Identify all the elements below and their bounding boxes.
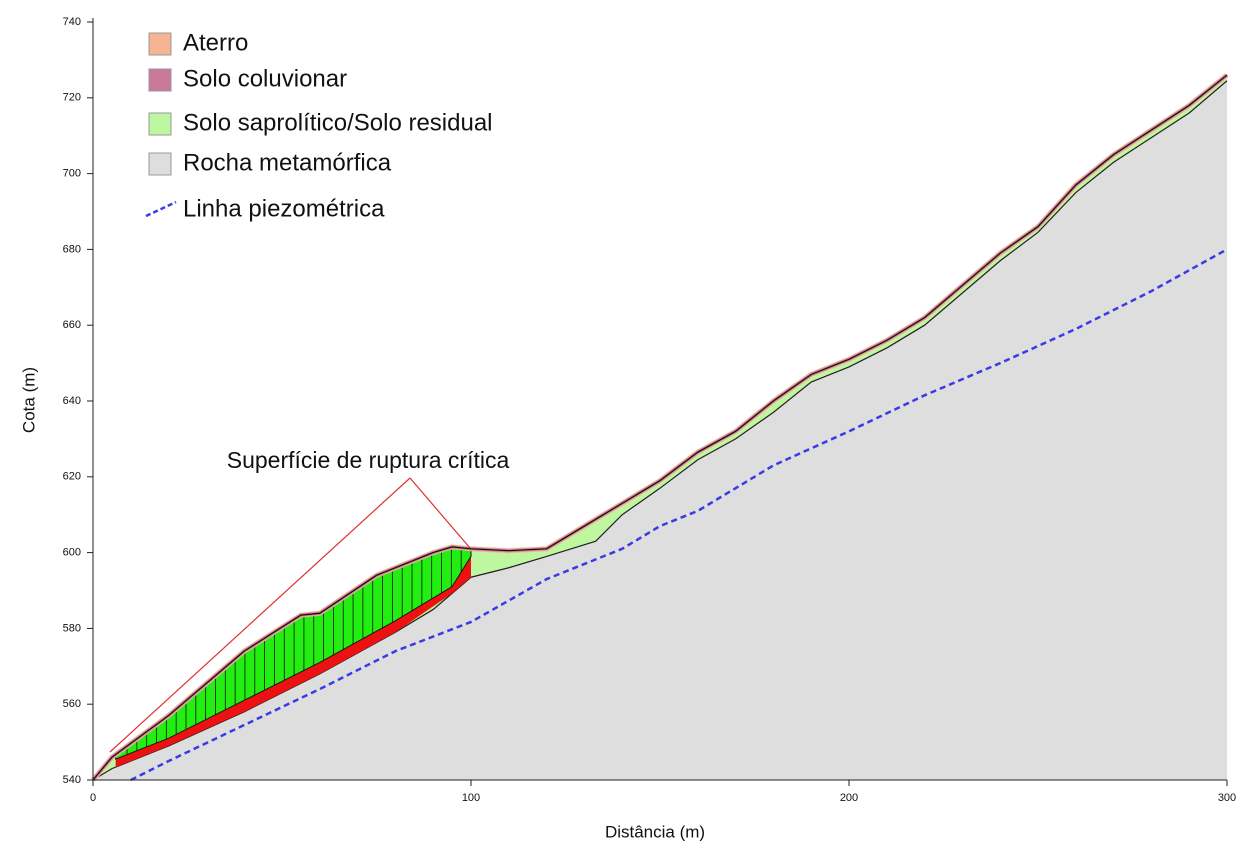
- chart: Superfície de ruptura crítica Distância …: [0, 0, 1241, 845]
- y-axis-label: Cota (m): [19, 367, 38, 433]
- y-tick-label: 620: [63, 471, 81, 483]
- legend-label: Aterro: [183, 29, 248, 56]
- x-tick-label: 0: [90, 792, 96, 804]
- legend-label: Solo coluvionar: [183, 65, 347, 92]
- x-axis-label: Distância (m): [605, 822, 705, 841]
- legend-swatch: [149, 113, 171, 135]
- y-tick-label: 560: [63, 698, 81, 710]
- y-tick-label: 720: [63, 92, 81, 104]
- legend-label: Rocha metamórfica: [183, 149, 392, 176]
- y-tick-label: 580: [63, 622, 81, 634]
- y-tick-label: 680: [63, 243, 81, 255]
- annotation-leader: [410, 478, 470, 548]
- y-tick-label: 540: [63, 774, 81, 786]
- y-tick-label: 640: [63, 395, 81, 407]
- y-tick-label: 740: [63, 16, 81, 28]
- x-tick-label: 300: [1218, 792, 1236, 804]
- legend-swatch: [149, 69, 171, 91]
- legend-swatch: [146, 202, 176, 216]
- legend-label: Linha piezométrica: [183, 195, 385, 222]
- annotation: Superfície de ruptura crítica: [227, 447, 510, 473]
- legend-swatch: [149, 153, 171, 175]
- x-tick-label: 200: [840, 792, 858, 804]
- y-tick-label: 700: [63, 168, 81, 180]
- legend-label: Solo saprolítico/Solo residual: [183, 109, 493, 136]
- plot-area: [93, 75, 1227, 780]
- x-tick-label: 100: [462, 792, 480, 804]
- legend-swatch: [149, 33, 171, 55]
- y-tick-label: 660: [63, 319, 81, 331]
- y-tick-label: 600: [63, 547, 81, 559]
